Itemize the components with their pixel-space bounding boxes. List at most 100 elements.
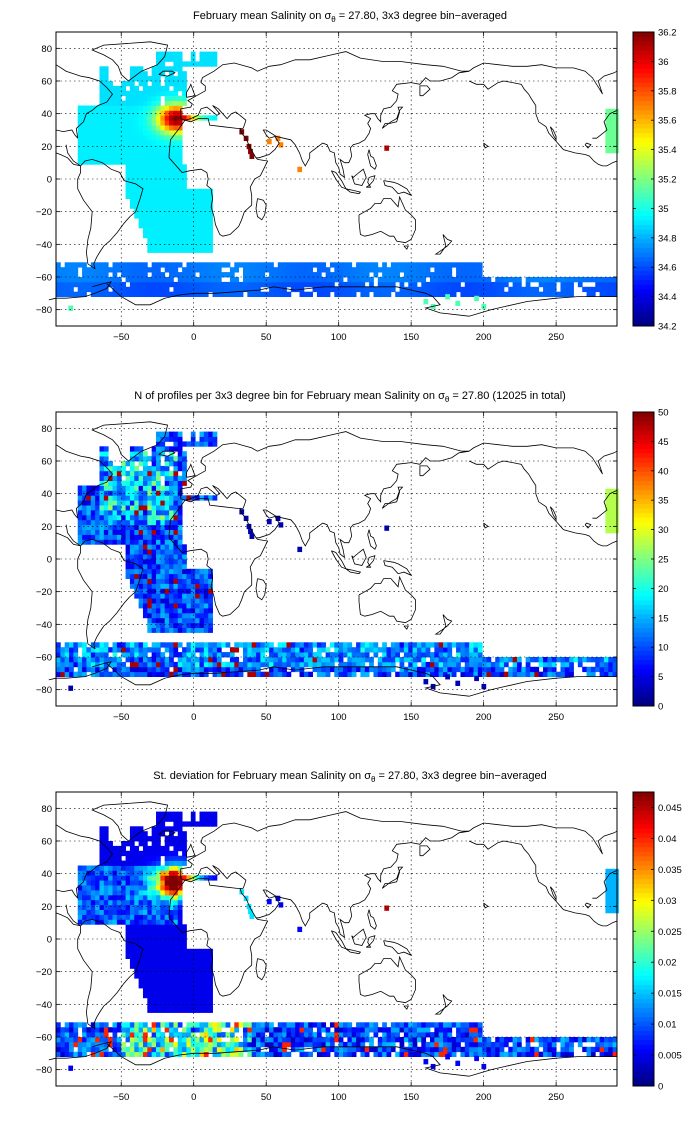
bin-cell [516,666,522,673]
bin-cell [403,1022,409,1028]
bin-cell [156,652,161,658]
bin-cell [164,154,170,160]
bin-cell [138,919,144,925]
bin-cell [112,845,118,852]
bin-cell [564,657,570,663]
bin-cell [177,939,183,945]
bin-cell [316,1041,322,1048]
bin-cell [360,262,366,268]
bin-cell [173,134,179,141]
bin-cell [95,272,100,278]
bin-cell [260,1027,266,1033]
bin-cell [138,826,144,832]
bin-cell [534,666,540,673]
bin-cell [169,159,174,165]
bin-cell [60,1051,66,1057]
bin-cell [173,281,179,288]
bin-cell [169,554,174,560]
bin-cell [182,983,187,989]
bin-cell [386,1027,392,1033]
bin-cell [64,647,70,653]
bin-cell [164,51,170,57]
bin-cell [199,247,205,253]
bin-cell [160,657,166,663]
bin-cell [199,51,205,57]
bin-cell [103,642,109,648]
bin-cell [95,894,100,901]
bin-cell [142,588,148,594]
bin-cell [264,267,270,273]
bin-cell [216,657,222,663]
bin-cell [151,997,157,1004]
bin-cell [203,963,209,969]
bin-cell [121,272,126,278]
bin-cell [412,671,418,677]
bin-cell [321,262,327,268]
bin-cell [129,85,135,92]
bin-cell [416,642,422,648]
bin-cell [551,1051,557,1057]
bin-cell [416,671,422,677]
bin-cell [151,1027,157,1033]
bin-cell [160,441,166,447]
bin-cell [338,642,344,648]
colorbar-swatch [633,952,654,958]
bin-cell [246,903,252,910]
bin-cell [590,657,596,663]
bin-cell [147,850,153,857]
bin-cell [403,286,409,293]
bin-cell [138,544,144,550]
bin-cell [408,272,414,278]
bin-cell [134,519,140,526]
bin-cell [195,203,200,209]
bin-cell [286,291,292,297]
bin-cell [116,100,122,106]
bin-cell [129,480,135,486]
colorbar-swatch [633,851,654,857]
bin-cell [212,811,218,817]
bin-cell [269,1046,274,1053]
bin-cell [173,475,179,481]
coastline [584,902,592,909]
bin-cell [208,213,213,219]
bin-cell [451,642,457,648]
bin-cell [82,666,87,673]
bin-cell [503,1037,509,1043]
bin-cell [556,291,561,297]
bin-cell [156,894,161,901]
bin-cell [147,992,153,999]
bin-cell [103,841,109,847]
colorbar-swatch [633,641,654,647]
bin-cell [173,836,179,842]
bin-cell [129,179,135,185]
bin-cell [603,1046,609,1053]
bin-cell [56,661,61,668]
bin-cell [164,480,170,486]
bin-cell [482,1037,487,1043]
bin-cell [82,865,87,871]
bin-cell [112,539,118,545]
bin-cell [142,919,148,925]
bin-cell [134,524,140,530]
bin-cell [177,973,183,979]
bin-cell [90,139,96,146]
bin-cell [82,514,87,521]
y-tick-label: −40 [36,620,52,631]
bin-cell [182,456,187,462]
colorbar-tick-label: 25 [658,555,669,566]
bin-cell [473,291,479,297]
bin-cell [160,203,166,209]
bin-cell [190,1051,196,1057]
bin-cell [125,277,131,283]
bin-cell [347,1027,353,1033]
bin-cell [603,277,609,283]
bin-cell [147,1041,153,1048]
bin-cell [421,262,427,268]
bin-cell [203,593,209,599]
bin-cell [290,267,296,273]
bin-cell [108,144,113,150]
bin-cell [138,451,144,457]
bin-cell [160,850,166,857]
bin-cell [90,899,96,906]
bin-cell [169,939,174,945]
